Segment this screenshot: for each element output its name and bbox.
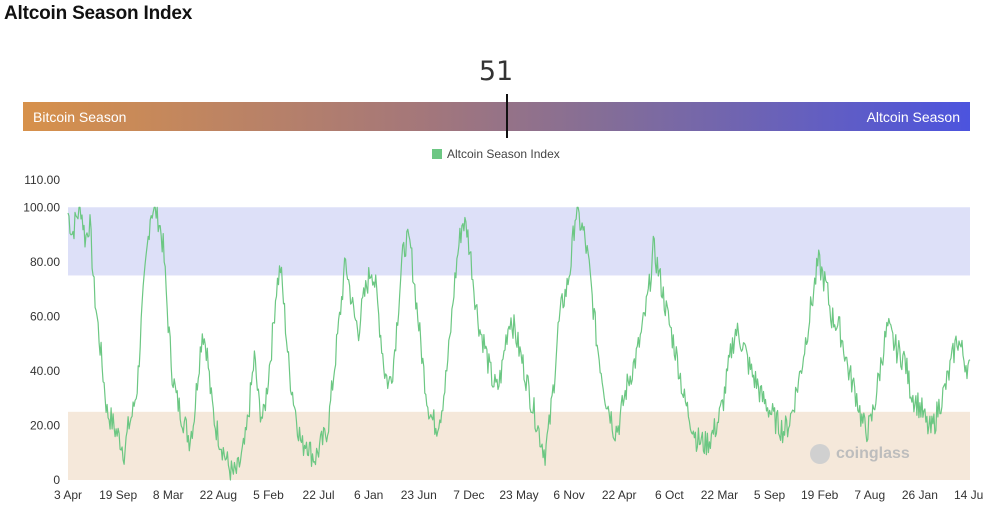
coinglass-logo-icon (810, 444, 830, 464)
x-tick-label: 19 Feb (801, 488, 839, 502)
watermark-text: coinglass (836, 445, 910, 462)
gauge-needle (506, 94, 508, 138)
x-tick-label: 22 Apr (602, 488, 637, 502)
x-tick-label: 7 Dec (453, 488, 484, 502)
x-tick-label: 23 May (499, 488, 538, 502)
bitcoin-season-label: Bitcoin Season (33, 109, 127, 125)
legend-label: Altcoin Season Index (447, 147, 560, 161)
chart-legend[interactable]: Altcoin Season Index (432, 147, 560, 161)
coinglass-watermark: coinglass (810, 444, 910, 464)
altcoin-season-band (68, 207, 970, 276)
y-tick-label: 0 (53, 473, 60, 487)
y-tick-label: 60.00 (30, 309, 60, 323)
x-tick-label: 7 Aug (854, 488, 885, 502)
y-tick-label: 100.00 (23, 200, 60, 214)
x-tick-label: 6 Oct (655, 488, 684, 502)
x-tick-label: 14 Jul (954, 488, 984, 502)
y-tick-label: 110.00 (24, 173, 60, 187)
x-tick-label: 23 Jun (401, 488, 437, 502)
series-line-altcoin-season-index (67, 206, 971, 481)
x-tick-label: 22 Jul (303, 488, 335, 502)
altcoin-season-label: Altcoin Season (866, 109, 960, 125)
x-tick-label: 22 Aug (200, 488, 237, 502)
x-tick-label: 22 Mar (701, 488, 738, 502)
y-tick-label: 20.00 (30, 418, 60, 432)
x-tick-label: 6 Nov (553, 488, 584, 502)
y-tick-label: 80.00 (30, 255, 60, 269)
x-tick-label: 26 Jan (902, 488, 938, 502)
x-tick-label: 3 Apr (54, 488, 82, 502)
season-gauge-bar: Bitcoin Season Altcoin Season (23, 102, 970, 131)
legend-swatch (432, 149, 442, 159)
x-tick-label: 8 Mar (153, 488, 184, 502)
x-tick-label: 19 Sep (99, 488, 137, 502)
y-tick-label: 40.00 (30, 364, 60, 378)
x-tick-label: 5 Sep (754, 488, 786, 502)
gauge-value: 51 (478, 56, 514, 87)
x-tick-label: 5 Feb (253, 488, 284, 502)
page-title: Altcoin Season Index (4, 3, 193, 24)
x-tick-label: 6 Jan (354, 488, 383, 502)
